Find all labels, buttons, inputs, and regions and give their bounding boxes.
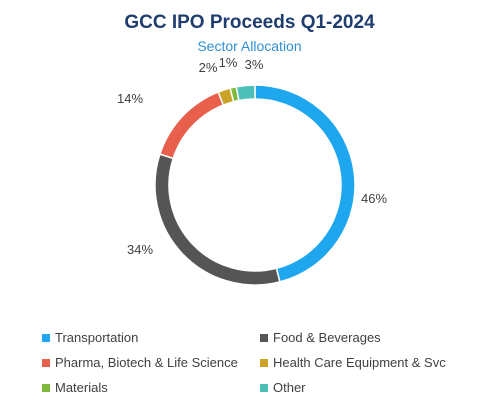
legend-label-4: Materials: [55, 380, 108, 395]
legend-swatch-1: [260, 333, 268, 342]
legend-item-2: Pharma, Biotech & Life Science: [42, 355, 260, 370]
legend-item-0: Transportation: [42, 330, 260, 345]
chart-subtitle: Sector Allocation: [197, 38, 302, 54]
legend-swatch-2: [42, 358, 50, 367]
data-label-5: 3%: [245, 57, 264, 72]
legend-item-4: Materials: [42, 380, 260, 395]
data-label-2: 14%: [117, 91, 143, 106]
donut-slice-2: [158, 91, 225, 160]
legend-item-3: Health Care Equipment & Svc: [260, 355, 482, 370]
chart-title: GCC IPO Proceeds Q1-2024: [124, 12, 375, 33]
data-label-1: 34%: [127, 242, 153, 257]
legend-item-1: Food & Beverages: [260, 330, 482, 345]
donut-slice-0: [254, 84, 356, 283]
data-label-3: 2%: [199, 60, 218, 75]
donut-slice-1: [154, 153, 281, 286]
legend-label-2: Pharma, Biotech & Life Science: [55, 355, 238, 370]
data-label-4: 1%: [219, 55, 238, 70]
legend-swatch-3: [260, 358, 268, 367]
legend-swatch-4: [42, 383, 50, 392]
legend-item-5: Other: [260, 380, 482, 395]
legend-swatch-0: [42, 333, 50, 342]
chart-legend: Transportation Food & Beverages Pharma, Bi…: [42, 330, 482, 395]
data-label-0: 46%: [361, 191, 387, 206]
legend-label-3: Health Care Equipment & Svc: [273, 355, 446, 370]
legend-label-5: Other: [273, 380, 306, 395]
donut-slice-5: [235, 84, 256, 102]
legend-label-1: Food & Beverages: [273, 330, 381, 345]
legend-label-0: Transportation: [55, 330, 139, 345]
legend-swatch-5: [260, 383, 268, 392]
